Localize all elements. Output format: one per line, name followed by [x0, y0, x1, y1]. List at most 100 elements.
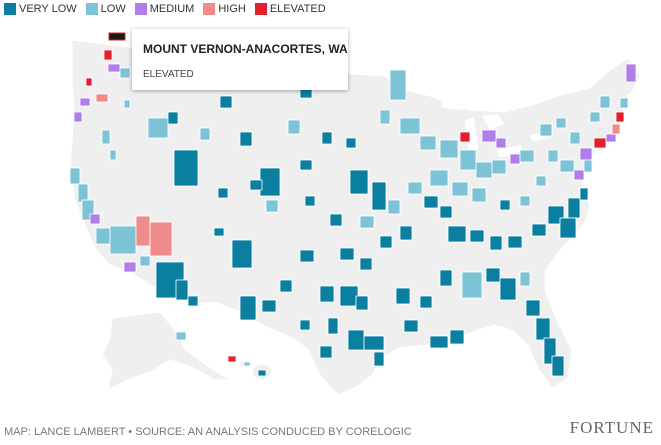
metro-area[interactable] [85, 77, 93, 87]
metro-area[interactable] [149, 221, 173, 257]
metro-area[interactable] [399, 225, 413, 241]
metro-area[interactable] [395, 287, 411, 305]
metro-area[interactable] [173, 149, 199, 187]
metro-area[interactable] [447, 225, 467, 243]
metro-area[interactable] [489, 235, 503, 251]
metro-area[interactable] [279, 279, 293, 293]
metro-area[interactable] [109, 149, 117, 161]
metro-area[interactable] [227, 355, 237, 363]
metro-area[interactable] [119, 67, 131, 79]
metro-area[interactable] [531, 223, 547, 237]
legend-item-elevated[interactable]: ELEVATED [254, 3, 326, 15]
metro-area[interactable] [107, 63, 121, 73]
metro-area[interactable] [373, 351, 385, 367]
metro-area[interactable] [535, 317, 551, 341]
metro-area[interactable] [261, 299, 277, 313]
metro-area[interactable] [147, 117, 169, 139]
metro-area[interactable] [569, 131, 581, 145]
metro-area[interactable] [559, 159, 575, 173]
metro-area[interactable] [363, 335, 385, 351]
metro-area[interactable] [77, 183, 89, 203]
metro-area[interactable] [499, 199, 511, 211]
metro-area[interactable] [599, 95, 611, 109]
metro-area[interactable] [109, 225, 137, 255]
metro-area[interactable] [359, 215, 375, 229]
metro-area[interactable] [304, 195, 316, 207]
metro-area[interactable] [73, 111, 83, 123]
metro-area[interactable] [213, 227, 225, 237]
metro-area[interactable] [187, 295, 199, 307]
metro-area[interactable] [135, 215, 151, 247]
metro-area[interactable] [101, 129, 111, 145]
metro-area[interactable] [239, 295, 257, 321]
metro-area[interactable] [429, 335, 449, 349]
metro-area[interactable] [239, 131, 253, 147]
metro-area[interactable] [403, 319, 419, 333]
metro-area[interactable] [471, 187, 487, 203]
metro-area[interactable] [345, 137, 357, 149]
metro-area[interactable] [625, 63, 637, 83]
metro-area[interactable] [589, 111, 601, 123]
metro-area[interactable] [349, 169, 369, 195]
metro-area[interactable] [95, 93, 109, 103]
metro-area[interactable] [355, 295, 369, 311]
metro-area[interactable] [243, 361, 251, 367]
metro-area[interactable] [451, 181, 469, 197]
metro-area[interactable] [449, 329, 465, 345]
metro-area[interactable] [265, 199, 279, 213]
metro-area[interactable] [551, 355, 565, 377]
metro-area[interactable] [481, 129, 497, 143]
metro-area[interactable] [507, 235, 523, 249]
metro-area[interactable] [619, 97, 629, 109]
metro-area[interactable] [419, 295, 433, 309]
metro-area[interactable] [217, 187, 229, 199]
metro-area[interactable] [459, 149, 477, 171]
metro-area[interactable] [579, 187, 589, 201]
metro-area[interactable] [509, 153, 521, 165]
selected-metro-marker[interactable] [108, 32, 126, 41]
metro-area[interactable] [339, 285, 359, 307]
metro-area[interactable] [379, 109, 391, 125]
metro-area[interactable] [485, 267, 501, 283]
metro-area[interactable] [539, 123, 553, 137]
metro-area[interactable] [407, 181, 423, 195]
metro-area[interactable] [469, 229, 485, 243]
metro-area[interactable] [519, 271, 531, 287]
metro-area[interactable] [379, 235, 393, 249]
metro-area[interactable] [123, 261, 137, 273]
metro-area[interactable] [175, 279, 189, 301]
metro-area[interactable] [231, 239, 253, 269]
metro-area[interactable] [605, 133, 617, 143]
metro-area[interactable] [491, 159, 507, 175]
metro-area[interactable] [167, 111, 179, 125]
metro-area[interactable] [547, 149, 559, 163]
metro-area[interactable] [287, 119, 301, 135]
metro-area[interactable] [299, 249, 315, 263]
legend-item-medium[interactable]: MEDIUM [134, 3, 194, 15]
metro-area[interactable] [339, 247, 355, 261]
metro-area[interactable] [439, 139, 459, 159]
metro-area[interactable] [429, 169, 449, 187]
metro-area[interactable] [259, 167, 281, 197]
metro-area[interactable] [611, 123, 621, 135]
metro-area[interactable] [347, 329, 365, 351]
metro-area[interactable] [321, 131, 333, 145]
metro-area[interactable] [439, 269, 453, 287]
metro-area[interactable] [567, 197, 581, 219]
metro-area[interactable] [573, 169, 585, 181]
metro-area[interactable] [89, 213, 101, 225]
metro-area[interactable] [123, 99, 131, 109]
metro-area[interactable] [199, 127, 211, 141]
metro-area[interactable] [499, 277, 517, 301]
metro-area[interactable] [519, 195, 531, 207]
legend-item-very-low[interactable]: VERY LOW [4, 3, 77, 15]
metro-area[interactable] [559, 217, 577, 239]
metro-area[interactable] [399, 117, 421, 135]
metro-area[interactable] [419, 135, 437, 151]
metro-area[interactable] [249, 179, 263, 191]
metro-area[interactable] [389, 69, 407, 101]
metro-area[interactable] [593, 137, 607, 149]
metro-area[interactable] [95, 227, 111, 245]
metro-area[interactable] [519, 149, 535, 163]
metro-area[interactable] [319, 345, 333, 359]
